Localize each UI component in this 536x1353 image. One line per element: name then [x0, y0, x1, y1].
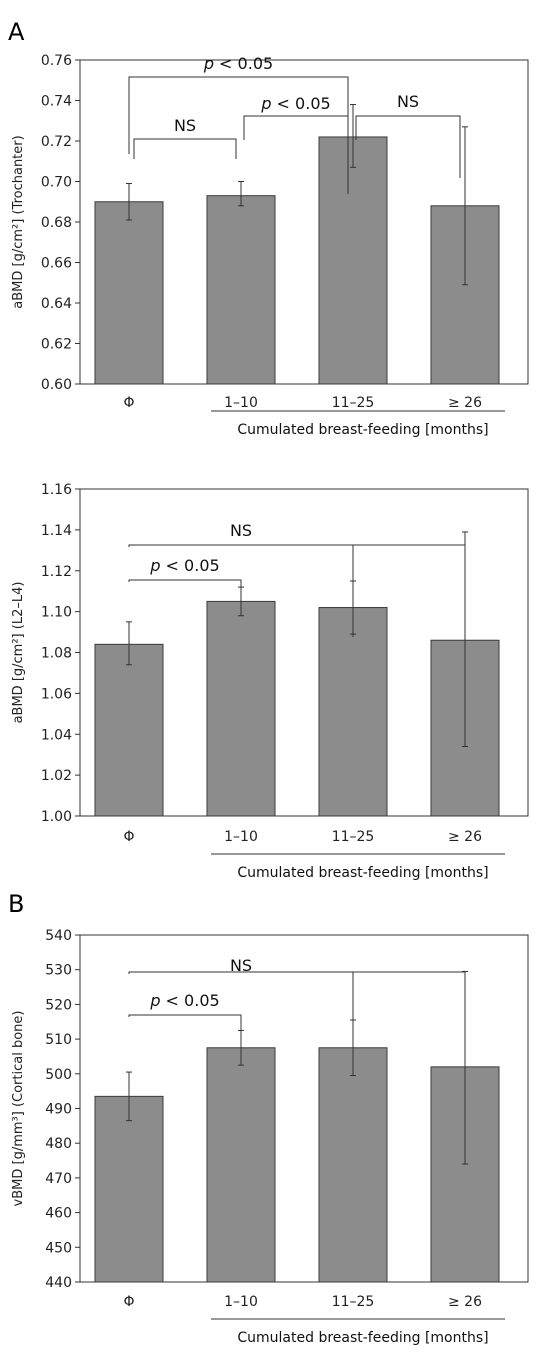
x-axis-label: Cumulated breast-feeding [months] — [237, 1330, 488, 1346]
x-tick-label: Φ — [123, 1294, 134, 1310]
x-tick-label: 1–10 — [224, 829, 258, 845]
chart-trochanter: 0.60 0.62 0.64 0.66 0.68 0.70 0.72 0.74 0.76 aBMD… — [11, 53, 529, 438]
significance-label: NS — [230, 956, 252, 975]
significance-label: NS — [230, 521, 252, 540]
y-tick-label: 0.62 — [41, 337, 72, 353]
significance-bracket — [243, 115, 349, 140]
bar — [206, 1047, 276, 1283]
x-tick-label: 11–25 — [332, 1294, 375, 1310]
significance-bracket — [128, 1014, 242, 1038]
y-tick-label: 0.68 — [41, 215, 72, 231]
y-tick-label: 0.76 — [41, 53, 72, 69]
bar — [318, 1047, 388, 1283]
y-tick-label: 490 — [45, 1102, 72, 1118]
x-tick-label: 1–10 — [224, 395, 258, 411]
bar — [94, 201, 164, 385]
chart-cortical-bone: 440 450 460 470 480 490 500 510 520 530 540 vBMD [g… — [11, 928, 529, 1346]
y-tick-label: 1.08 — [41, 646, 72, 662]
x-axis-label: Cumulated breast-feeding [months] — [237, 422, 488, 438]
y-tick-label: 1.04 — [41, 727, 72, 743]
y-tick-label: 1.02 — [41, 768, 72, 784]
significance-bracket — [133, 138, 237, 159]
y-tick-label: 1.00 — [41, 809, 72, 825]
y-tick-label: 1.16 — [41, 482, 72, 498]
bar — [94, 643, 164, 817]
significance-label: p < 0.05 — [149, 991, 219, 1010]
y-tick-label: 1.06 — [41, 686, 72, 702]
panel-letter-a: A — [8, 18, 25, 46]
significance-bracket — [128, 971, 466, 1067]
y-axis-label: vBMD [g/mm³] (Cortical bone) — [11, 1011, 26, 1207]
y-tick-label: 520 — [45, 997, 72, 1013]
y-tick-label: 480 — [45, 1136, 72, 1152]
y-axis-label: aBMD [g/cm²] (Trochanter) — [11, 135, 26, 308]
x-tick-label: Φ — [123, 395, 134, 411]
x-tick-label: ≥ 26 — [448, 829, 482, 845]
bar — [318, 607, 388, 817]
x-tick-label: 1–10 — [224, 1294, 258, 1310]
panel-letter-b: B — [8, 890, 24, 918]
y-tick-label: 0.70 — [41, 175, 72, 191]
significance-bracket — [128, 76, 349, 194]
significance-label: p < 0.05 — [203, 54, 273, 73]
significance-label: NS — [397, 92, 419, 111]
x-axis-label: Cumulated breast-feeding [months] — [237, 865, 488, 881]
y-tick-label: 530 — [45, 963, 72, 979]
x-tick-label: 11–25 — [332, 829, 375, 845]
y-tick-label: 540 — [45, 928, 72, 944]
y-tick-label: 0.74 — [41, 94, 72, 110]
x-tick-label: Φ — [123, 829, 134, 845]
bar — [94, 1095, 164, 1283]
bar — [206, 600, 276, 817]
y-tick-label: 470 — [45, 1171, 72, 1187]
y-tick-label: 440 — [45, 1275, 72, 1291]
bar — [206, 195, 276, 385]
y-tick-label: 0.66 — [41, 256, 72, 272]
y-axis-label: aBMD [g/cm²] (L2–L4) — [11, 582, 26, 724]
y-tick-label: 1.12 — [41, 564, 72, 580]
significance-label: p < 0.05 — [149, 556, 219, 575]
y-tick-label: 500 — [45, 1067, 72, 1083]
significance-bracket — [355, 115, 461, 178]
y-tick-label: 1.14 — [41, 523, 72, 539]
y-tick-label: 0.72 — [41, 134, 72, 150]
y-tick-label: 460 — [45, 1206, 72, 1222]
significance-label: p < 0.05 — [260, 94, 330, 113]
significance-bracket — [128, 544, 466, 637]
x-tick-label: 11–25 — [332, 395, 375, 411]
y-tick-label: 1.10 — [41, 605, 72, 621]
chart-l2-l4: 1.00 1.02 1.04 1.06 1.08 1.10 1.12 1.14 1.16 aBMD… — [11, 482, 529, 881]
bar — [318, 136, 388, 385]
y-tick-label: 0.60 — [41, 377, 72, 393]
significance-label: NS — [174, 116, 196, 135]
y-tick-label: 450 — [45, 1240, 72, 1256]
y-tick-label: 0.64 — [41, 296, 72, 312]
y-tick-label: 510 — [45, 1032, 72, 1048]
significance-bracket — [128, 579, 242, 603]
x-tick-label: ≥ 26 — [448, 395, 482, 411]
x-tick-label: ≥ 26 — [448, 1294, 482, 1310]
